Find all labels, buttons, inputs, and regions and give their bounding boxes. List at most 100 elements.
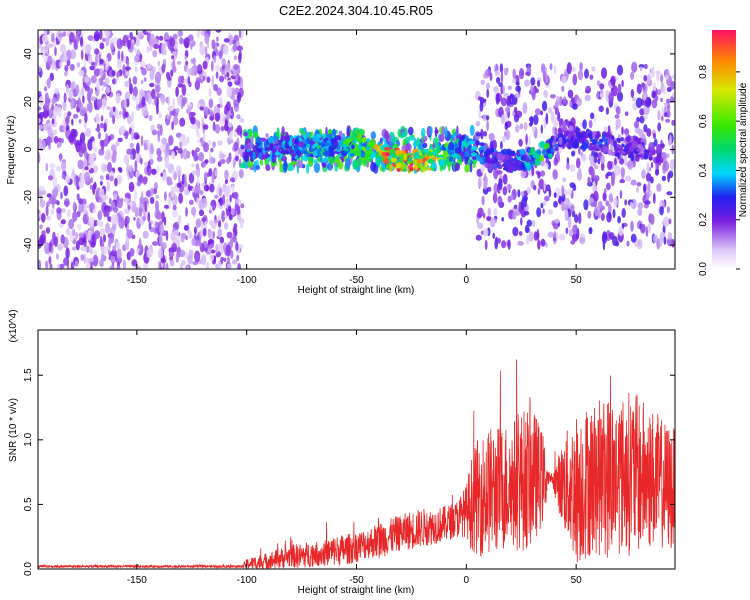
heatmap-cell xyxy=(132,76,138,85)
colorbar-tick-label: 0.8 xyxy=(698,64,709,78)
heatmap-cell xyxy=(477,222,484,230)
heatmap-cell xyxy=(52,129,58,136)
heatmap-cell xyxy=(526,219,532,227)
heatmap-cell xyxy=(520,199,524,211)
heatmap-cell xyxy=(105,173,110,181)
heatmap-cell xyxy=(494,70,500,77)
heatmap-cell xyxy=(565,227,569,234)
heatmap-cell xyxy=(191,163,195,168)
heatmap-cell xyxy=(559,233,566,241)
heatmap-cell xyxy=(186,265,190,269)
heatmap-cell xyxy=(89,184,93,190)
heatmap-cell xyxy=(118,167,123,173)
heatmap-cell xyxy=(666,191,673,196)
heatmap-cell xyxy=(107,216,112,222)
heatmap-cell xyxy=(530,115,534,126)
heatmap-ridge-cell xyxy=(386,165,390,171)
heatmap-cell xyxy=(39,224,43,230)
heatmap-cell xyxy=(135,134,140,140)
heatmap-cell xyxy=(253,131,258,139)
heatmap-cell xyxy=(150,88,156,100)
y-tick-label: 40 xyxy=(23,48,34,60)
heatmap-cell xyxy=(636,182,642,187)
heatmap-cell xyxy=(583,199,589,211)
heatmap-cell xyxy=(171,151,176,160)
heatmap-cell xyxy=(290,160,297,166)
heatmap-cell xyxy=(475,121,481,127)
heatmap-cell xyxy=(71,211,78,222)
heatmap-ridge-cell xyxy=(460,136,465,141)
heatmap-ridge-cell xyxy=(343,143,347,150)
heatmap-ridge-cell xyxy=(649,146,655,151)
snr-x-ticks: -150 -100 -50 0 50 xyxy=(127,330,582,586)
heatmap-ridge-cell xyxy=(357,138,363,143)
heatmap-cell xyxy=(299,127,304,134)
heatmap-cell xyxy=(49,72,54,82)
heatmap-cell xyxy=(63,123,66,134)
heatmap-cell xyxy=(639,66,643,72)
heatmap-cell xyxy=(78,198,83,205)
heatmap-cell xyxy=(200,182,205,187)
heatmap-ridge-cell xyxy=(541,148,547,157)
heatmap-cell xyxy=(617,83,622,94)
heatmap-cell xyxy=(89,216,95,228)
y-tick-label: 1.5 xyxy=(23,368,34,382)
heatmap-cell xyxy=(111,51,115,56)
heatmap-cell xyxy=(208,219,214,226)
heatmap-cell xyxy=(223,44,229,56)
heatmap-cell xyxy=(500,141,503,150)
heatmap-ridge-cell xyxy=(526,164,532,172)
heatmap-cell xyxy=(553,200,558,208)
heatmap-ridge-cell xyxy=(448,157,454,162)
heatmap-ridge-cell xyxy=(263,141,268,149)
heatmap-ridge-cell xyxy=(648,154,653,161)
heatmap-ridge-cell xyxy=(583,142,589,150)
heatmap-ridge-cell xyxy=(475,140,480,146)
heatmap-cell xyxy=(656,183,662,192)
heatmap-cell xyxy=(582,119,587,130)
heatmap-cell xyxy=(149,196,155,204)
heatmap-cell xyxy=(98,131,101,140)
heatmap-cell xyxy=(533,231,538,241)
heatmap-cell xyxy=(638,64,645,69)
heatmap-cell xyxy=(152,241,159,246)
heatmap-cell xyxy=(482,114,488,122)
heatmap-cell xyxy=(180,237,185,243)
heatmap-cell xyxy=(580,151,583,157)
heatmap-cell xyxy=(194,226,197,235)
heatmap-cell xyxy=(233,191,239,199)
heatmap-cell xyxy=(520,217,523,226)
heatmap-cell xyxy=(237,262,241,269)
heatmap-ridge-cell xyxy=(501,148,509,155)
heatmap-cell xyxy=(320,156,323,163)
heatmap-cell xyxy=(158,247,164,259)
heatmap-ridge-cell xyxy=(470,152,478,157)
heatmap-cell xyxy=(405,143,412,151)
heatmap-cell xyxy=(646,162,650,174)
heatmap-cell xyxy=(635,97,643,109)
heatmap-cell xyxy=(518,138,523,147)
heatmap-cell xyxy=(60,138,65,144)
heatmap-ridge-cell xyxy=(401,161,406,170)
heatmap-cell xyxy=(134,160,138,172)
heatmap-cell xyxy=(116,265,121,269)
heatmap-cell xyxy=(218,97,222,104)
heatmap-cell xyxy=(65,174,71,184)
heatmap-cell xyxy=(209,254,215,262)
heatmap-cell xyxy=(172,33,178,40)
heatmap-cell xyxy=(129,153,133,160)
colorbar-tick-label: 0.6 xyxy=(698,114,709,128)
heatmap-cell xyxy=(544,195,550,202)
heatmap-cell xyxy=(502,85,505,94)
heatmap-cell xyxy=(441,125,445,136)
heatmap-cell xyxy=(114,177,118,187)
heatmap-ridge-cell xyxy=(627,151,634,156)
heatmap-cell xyxy=(637,208,643,216)
heatmap-cell xyxy=(188,172,195,184)
heatmap-cell xyxy=(572,73,578,86)
heatmap-ridge-cell xyxy=(428,159,434,165)
heatmap-cell xyxy=(242,161,245,167)
heatmap-ridge-cell xyxy=(425,154,430,160)
heatmap-cell xyxy=(645,96,652,108)
heatmap-ridge-cell xyxy=(599,138,603,142)
